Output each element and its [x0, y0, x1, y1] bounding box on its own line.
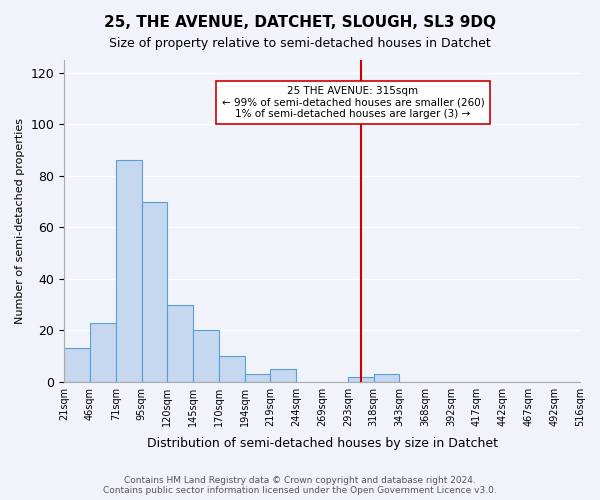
Text: Size of property relative to semi-detached houses in Datchet: Size of property relative to semi-detach… — [109, 38, 491, 51]
Bar — [193, 330, 219, 382]
X-axis label: Distribution of semi-detached houses by size in Datchet: Distribution of semi-detached houses by … — [146, 437, 497, 450]
Bar — [374, 374, 400, 382]
Bar — [64, 348, 90, 382]
Text: Contains HM Land Registry data © Crown copyright and database right 2024.
Contai: Contains HM Land Registry data © Crown c… — [103, 476, 497, 495]
Bar — [167, 304, 193, 382]
Bar — [271, 369, 296, 382]
Bar — [142, 202, 167, 382]
Text: 25 THE AVENUE: 315sqm
← 99% of semi-detached houses are smaller (260)
1% of semi: 25 THE AVENUE: 315sqm ← 99% of semi-deta… — [221, 86, 484, 119]
Bar — [219, 356, 245, 382]
Bar — [245, 374, 271, 382]
Bar — [348, 376, 374, 382]
Bar — [90, 322, 116, 382]
Text: 25, THE AVENUE, DATCHET, SLOUGH, SL3 9DQ: 25, THE AVENUE, DATCHET, SLOUGH, SL3 9DQ — [104, 15, 496, 30]
Bar — [116, 160, 142, 382]
Y-axis label: Number of semi-detached properties: Number of semi-detached properties — [15, 118, 25, 324]
